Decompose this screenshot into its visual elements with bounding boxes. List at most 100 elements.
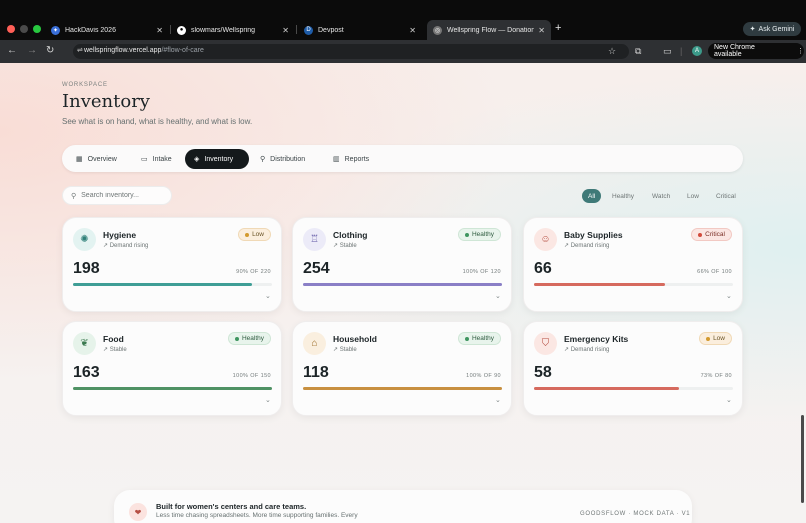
chevron-down-icon[interactable]: ⌄ xyxy=(495,397,501,404)
url-domain: wellspringflow.vercel.app xyxy=(84,47,162,54)
address-bar[interactable] xyxy=(73,44,629,59)
back-arrow-icon[interactable]: ← xyxy=(7,45,17,56)
card-trend: ↗ Demand rising xyxy=(103,242,148,249)
chevron-down-icon[interactable]: ⌄ xyxy=(265,397,271,404)
close-icon[interactable]: ✕ xyxy=(538,25,545,35)
progress-fill xyxy=(73,387,272,390)
window-close-button[interactable] xyxy=(7,25,15,33)
window-zoom-button[interactable] xyxy=(33,25,41,33)
forward-arrow-icon[interactable]: → xyxy=(27,45,37,56)
reload-icon[interactable]: ↻ xyxy=(46,45,55,56)
apple-icon: ❦ xyxy=(73,332,96,355)
trend-label: Demand rising xyxy=(570,347,610,353)
inventory-card-baby-supplies[interactable]: ☺ Baby Supplies ↗ Demand rising Critical… xyxy=(523,217,743,312)
browser-tab-github[interactable]: ● slowmars/Wellspring ✕ xyxy=(171,20,295,40)
ask-gemini-label: Ask Gemini xyxy=(758,25,795,33)
inventory-card-hygiene[interactable]: ✺ Hygiene ↗ Demand rising Low 198 90% OF… xyxy=(62,217,282,312)
status-dot xyxy=(464,336,469,341)
chevron-down-icon[interactable]: ⌄ xyxy=(265,293,271,300)
tab-inventory[interactable]: ◈ Inventory xyxy=(185,149,249,169)
tab-distribution[interactable]: ⚲ Distribution xyxy=(251,149,314,169)
card-capacity: 100% OF 150 xyxy=(232,373,271,379)
trend-label: Demand rising xyxy=(570,243,610,249)
new-chrome-label: New Chrome available xyxy=(714,44,755,58)
chevron-down-icon[interactable]: ⌄ xyxy=(495,293,501,300)
footer-title: Built for women's centers and care teams… xyxy=(156,502,307,511)
card-name: Hygiene xyxy=(103,230,137,240)
trend-up-icon: ↗ xyxy=(564,243,570,249)
filter-low[interactable]: Low xyxy=(687,192,699,200)
filter-healthy[interactable]: Healthy xyxy=(612,192,635,200)
browser-tab-devpost[interactable]: D Devpost ✕ xyxy=(298,20,422,40)
trend-icon: ↗ xyxy=(103,347,109,353)
browser-tab-hackdavis[interactable]: ✦ HackDavis 2026 ✕ xyxy=(45,20,169,40)
heart-hand-icon: ❤ xyxy=(129,503,147,521)
ask-gemini-button[interactable]: ✦ Ask Gemini xyxy=(743,22,801,36)
trend-label: Demand rising xyxy=(109,243,149,249)
status-dot xyxy=(245,232,250,237)
tab-label: Overview xyxy=(87,155,117,163)
inventory-card-clothing[interactable]: ♖ Clothing ↗ Stable Healthy 254 100% OF … xyxy=(292,217,512,312)
footer-subtitle: Less time chasing spreadsheets. More tim… xyxy=(156,512,358,519)
tab-intake[interactable]: ▭ Intake xyxy=(132,149,181,169)
extensions-icon[interactable]: ⧉ xyxy=(635,46,642,56)
tab-label: Distribution xyxy=(270,155,306,163)
new-chrome-available-button[interactable]: New Chrome available ⋮ xyxy=(708,43,804,59)
progress-track xyxy=(534,387,733,390)
status-badge: Healthy xyxy=(227,332,271,345)
tab-overview[interactable]: ▦ Overview xyxy=(67,149,126,169)
progress-fill xyxy=(303,387,502,390)
inventory-card-emergency-kits[interactable]: ⛉ Emergency Kits ↗ Demand rising Low 58 … xyxy=(523,321,743,416)
status-dot xyxy=(698,232,703,237)
site-info-icon[interactable]: ⇌ xyxy=(77,47,83,54)
filter-watch[interactable]: Watch xyxy=(652,192,671,200)
progress-fill xyxy=(303,283,502,286)
tab-reports[interactable]: ▥ Reports xyxy=(324,149,378,169)
filter-all[interactable]: All xyxy=(582,189,602,203)
page-subtitle: See what is on hand, what is healthy, an… xyxy=(62,117,253,126)
bookmark-star-icon[interactable]: ☆ xyxy=(608,46,617,56)
tab-label: Devpost xyxy=(318,26,344,34)
card-trend: ↗ Stable xyxy=(333,242,357,249)
tab-label: Inventory xyxy=(204,155,234,163)
inventory-card-food[interactable]: ❦ Food ↗ Stable Healthy 163 100% OF 150 … xyxy=(62,321,282,416)
chevron-down-icon[interactable]: ⌄ xyxy=(726,397,732,404)
grid-icon: ▦ xyxy=(76,156,83,163)
card-count: 66 xyxy=(534,260,552,277)
cast-icon[interactable]: ▭ xyxy=(663,46,672,56)
new-tab-button[interactable]: + xyxy=(555,22,562,34)
close-icon[interactable]: ✕ xyxy=(409,25,416,35)
share-icon: ⚲ xyxy=(260,156,266,163)
bar-chart-icon: ▥ xyxy=(333,156,340,163)
status-label: Critical xyxy=(705,231,725,238)
tab-label: HackDavis 2026 xyxy=(65,26,116,34)
shirt-icon: ♖ xyxy=(303,228,326,251)
close-icon[interactable]: ✕ xyxy=(282,25,289,35)
close-icon[interactable]: ✕ xyxy=(156,25,163,35)
progress-track xyxy=(73,283,272,286)
card-name: Household xyxy=(333,334,377,344)
filter-critical[interactable]: Critical xyxy=(716,192,736,200)
window-minimize-button[interactable] xyxy=(20,25,28,33)
search-input[interactable] xyxy=(81,192,162,199)
section-eyebrow: WORKSPACE xyxy=(62,82,108,88)
trend-up-icon: ↗ xyxy=(103,243,109,249)
search-box[interactable]: ⚲ xyxy=(62,186,172,205)
card-trend: ↗ Stable xyxy=(333,346,357,353)
page-scrollbar[interactable] xyxy=(801,415,804,503)
status-label: Low xyxy=(252,231,264,238)
chevron-down-icon[interactable]: ⌄ xyxy=(726,293,732,300)
tab-label: Reports xyxy=(344,155,370,163)
card-name: Clothing xyxy=(333,230,368,240)
profile-avatar[interactable]: A xyxy=(692,46,702,56)
browser-tab-wellspring[interactable]: ◎ Wellspring Flow — Donations ✕ xyxy=(427,20,551,40)
home-icon: ⌂ xyxy=(303,332,326,355)
card-count: 254 xyxy=(303,260,330,277)
status-badge: Healthy xyxy=(457,332,501,345)
inventory-card-household[interactable]: ⌂ Household ↗ Stable Healthy 118 100% OF… xyxy=(292,321,512,416)
status-badge: Critical xyxy=(691,228,732,241)
card-name: Emergency Kits xyxy=(564,334,629,344)
status-dot xyxy=(234,336,239,341)
progress-track xyxy=(73,387,272,390)
kebab-menu-icon[interactable]: ⋮ xyxy=(797,48,804,55)
